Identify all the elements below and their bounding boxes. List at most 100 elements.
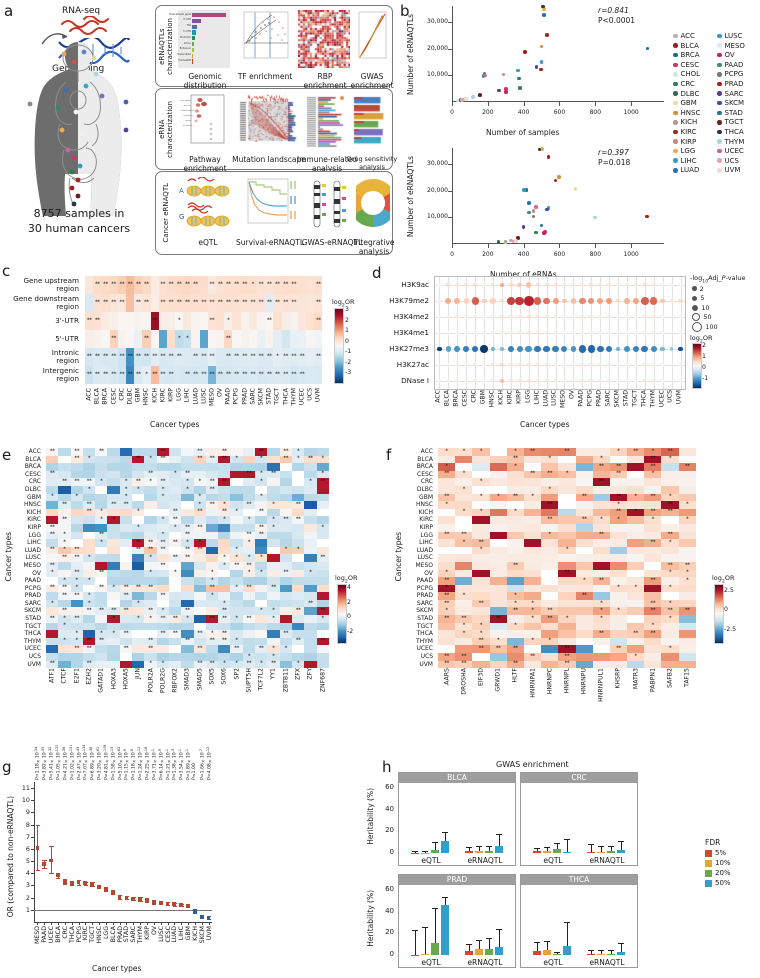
b-bot-p: P=0.018	[598, 158, 631, 167]
panel-h-letter: h	[382, 758, 392, 776]
flow-row-ernaqtl-characterization: eRNAQTLs characterization Downstream gene…	[155, 5, 394, 90]
heatmap-column-label: PCPG	[232, 388, 240, 405]
panel-e-row-label: SARC	[24, 599, 41, 607]
heatmap-cell	[289, 312, 298, 330]
significance-star: **	[512, 493, 518, 500]
x-tick	[92, 922, 94, 925]
bar	[607, 851, 615, 853]
heatmap-cell	[279, 599, 292, 608]
error-bar-cap	[131, 900, 136, 902]
heatmap-cell	[230, 607, 243, 616]
heatmap-cell	[558, 539, 576, 547]
heatmap-cell: *	[455, 448, 473, 456]
significance-star: **	[242, 370, 248, 377]
heatmap-cell: **	[85, 348, 94, 366]
heatmap-cell: *	[193, 493, 206, 502]
heatmap-cell: **	[144, 584, 157, 593]
group-label: eRNAQTL	[589, 958, 625, 967]
significance-star: **	[176, 280, 182, 287]
bubble-marker	[535, 331, 540, 335]
significance-star: **	[49, 523, 55, 530]
significance-star: *	[479, 493, 483, 500]
error-whisker	[536, 848, 538, 852]
heatmap-cell	[306, 366, 315, 384]
significance-star: *	[235, 455, 238, 462]
heatmap-cell	[267, 493, 280, 502]
heatmap-cell	[119, 615, 133, 623]
legend-label: KICH	[680, 118, 698, 127]
heatmap-cell: *	[678, 577, 696, 585]
y-axis-line	[452, 148, 453, 244]
error-whisker	[536, 942, 538, 951]
heatmap-cell	[107, 478, 120, 486]
legend-column: LUSC MESO OV PAAD PCPG PRAD SARC SKCM STAD TGCT TH…	[717, 32, 760, 176]
error-whisker-cap	[544, 846, 550, 848]
genomic-distribution-label: TSS	[186, 24, 192, 28]
heatmap-cell	[181, 569, 194, 578]
forest-point	[145, 898, 149, 902]
heatmap-cell	[255, 501, 268, 509]
b-bot-r: r=0.397	[598, 148, 629, 157]
error-whisker-cap	[588, 844, 594, 846]
heatmap-cell	[132, 569, 145, 578]
bubble-marker	[651, 363, 656, 367]
significance-star: *	[173, 523, 177, 530]
panel-c-row-label: 5'-UTR	[55, 334, 79, 343]
panel-e-row-label: BRCA	[24, 463, 41, 471]
heatmap-cell	[255, 599, 268, 608]
heatmap-cell	[82, 615, 96, 623]
heatmap-cell	[609, 637, 628, 646]
heatmap-cell: *	[279, 645, 292, 654]
heatmap-cell	[144, 448, 157, 456]
panel-d: d H3K9ac H3K79me2 H3K4me2 H3K4me1 H3K27me3 H3…	[370, 262, 760, 430]
column-label-cell: THCA	[639, 390, 648, 420]
significance-star: **	[283, 352, 288, 359]
significance-star: **	[667, 447, 673, 454]
bubble-marker	[437, 299, 442, 303]
heatmap-cell	[107, 463, 120, 471]
y-tick-label: 0	[389, 848, 394, 856]
heatmap-cell: **	[109, 294, 118, 312]
heatmap-cell: **	[125, 276, 135, 294]
pvalue-label: P=1.38×10-3	[171, 748, 178, 780]
heatmap-cell	[304, 501, 317, 509]
heatmap-cell: **	[207, 276, 216, 294]
heatmap-cell	[316, 584, 329, 593]
heatmap-cell: **	[297, 366, 307, 384]
heatmap-column-label: SOX6	[220, 668, 228, 685]
heatmap-cell	[70, 508, 83, 517]
heatmap-cell: **	[256, 276, 266, 294]
x-tick-label: 600	[553, 109, 566, 116]
significance-star: *	[272, 652, 275, 659]
heatmap-column-label: KICH	[151, 388, 159, 403]
heatmap-column-label-cell: SP2	[230, 668, 242, 712]
error-bar-cap	[69, 884, 75, 886]
heatmap-cell: **	[265, 366, 274, 384]
bar	[465, 951, 473, 955]
significance-star: **	[308, 455, 313, 462]
heatmap-cell	[46, 554, 59, 562]
heatmap-cell	[489, 455, 507, 464]
heatmap-cell: **	[523, 470, 542, 479]
bubble-marker	[544, 331, 549, 335]
heatmap-cell	[489, 478, 507, 486]
grid-line	[435, 333, 685, 334]
heatmap-cell	[279, 485, 292, 494]
x-tick	[595, 102, 597, 106]
significance-star: *	[87, 576, 91, 583]
bubble-marker	[589, 315, 594, 319]
significance-star: *	[177, 334, 181, 341]
heatmap-cell: **	[166, 348, 176, 366]
heatmap-cell: **	[291, 607, 305, 616]
scatter-point	[503, 239, 508, 244]
bar	[533, 950, 541, 955]
panel-g: g OR (compared to non-eRNAQTL) 11 10 9 8 7 6 5…	[0, 745, 380, 978]
heatmap-cell: **	[85, 366, 94, 384]
heatmap-cell: *	[523, 607, 542, 616]
significance-star: **	[119, 370, 125, 377]
heatmap-cell	[82, 463, 96, 471]
column-label-cell: BRCA	[452, 390, 461, 420]
panel-f-row-label: HNSC	[416, 501, 433, 509]
heatmap-cell: **	[232, 294, 241, 312]
heatmap-column-label: MATR3	[632, 668, 640, 690]
